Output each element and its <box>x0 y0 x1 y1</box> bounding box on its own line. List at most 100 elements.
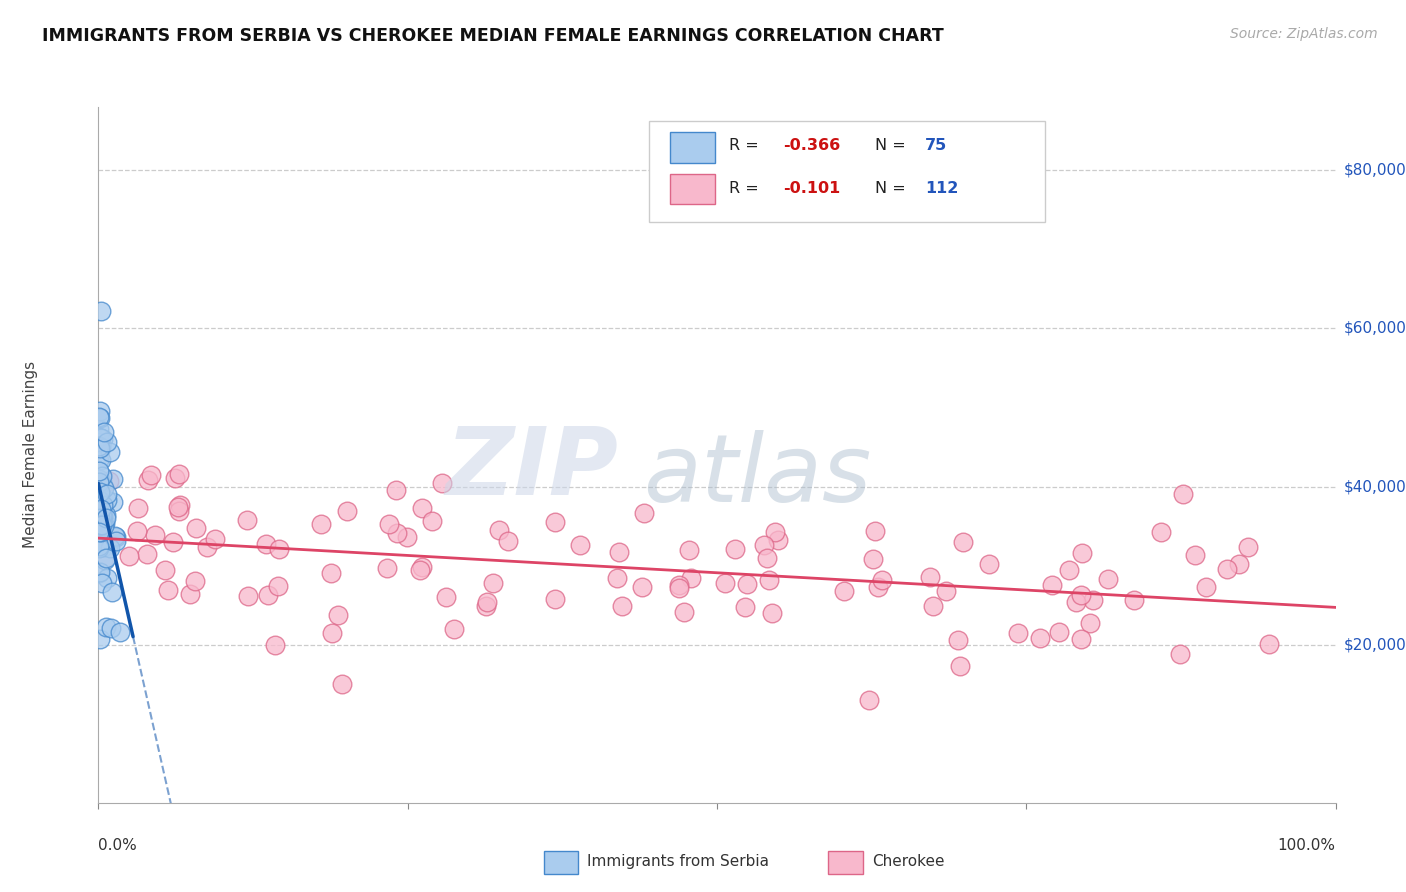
Point <box>89 537 111 551</box>
Point <box>90 502 112 516</box>
Point <box>91 532 114 546</box>
Text: Cherokee: Cherokee <box>872 855 945 870</box>
Point <box>166 500 188 514</box>
Point <box>91 509 114 524</box>
Point <box>1227 557 1250 571</box>
Point <box>186 521 208 535</box>
Point <box>90 513 112 527</box>
Point <box>104 529 127 543</box>
Point <box>93 518 115 533</box>
Point <box>90 439 112 453</box>
Point <box>94 516 117 530</box>
Text: Median Female Earnings: Median Female Earnings <box>22 361 38 549</box>
Text: N =: N = <box>876 137 911 153</box>
Point <box>89 511 111 525</box>
Point <box>89 494 111 508</box>
Point <box>309 516 332 531</box>
Text: 112: 112 <box>925 181 959 196</box>
Point <box>758 573 780 587</box>
Point <box>714 576 737 591</box>
Point <box>87 496 110 510</box>
Point <box>89 565 111 579</box>
Point <box>103 495 125 509</box>
Point <box>91 432 114 446</box>
Point <box>1081 592 1104 607</box>
Point <box>607 544 630 558</box>
Point <box>1184 548 1206 562</box>
Point <box>96 435 118 450</box>
Point <box>411 500 433 515</box>
Text: $20,000: $20,000 <box>1344 637 1406 652</box>
Point <box>375 561 398 575</box>
Point <box>385 483 408 497</box>
Point <box>863 524 886 538</box>
Point <box>89 513 111 527</box>
Point <box>668 581 690 595</box>
Point <box>96 486 118 500</box>
Point <box>267 542 290 557</box>
Point <box>254 536 277 550</box>
Point <box>672 605 695 619</box>
Point <box>139 468 162 483</box>
Point <box>612 599 634 613</box>
Point <box>104 533 127 548</box>
Point <box>734 599 756 614</box>
Text: 75: 75 <box>925 137 948 153</box>
Point <box>104 530 127 544</box>
FancyBboxPatch shape <box>544 851 578 874</box>
Point <box>93 550 115 565</box>
Point <box>89 492 111 507</box>
Point <box>89 539 111 553</box>
Point <box>100 621 122 635</box>
Point <box>94 550 117 565</box>
Point <box>91 475 114 489</box>
Point <box>89 410 111 425</box>
Point <box>184 574 207 588</box>
Point <box>979 558 1001 572</box>
Point <box>90 441 112 455</box>
Text: N =: N = <box>876 181 911 196</box>
Point <box>434 591 457 605</box>
FancyBboxPatch shape <box>671 174 714 204</box>
Point <box>763 525 786 540</box>
Point <box>862 552 884 566</box>
Point <box>96 493 118 508</box>
Point <box>169 498 191 512</box>
Point <box>204 532 226 546</box>
Point <box>1257 636 1279 650</box>
Point <box>946 632 969 647</box>
FancyBboxPatch shape <box>671 132 714 162</box>
Point <box>1047 625 1070 640</box>
Point <box>98 541 121 556</box>
Point <box>162 534 184 549</box>
Point <box>90 430 112 444</box>
Text: $80,000: $80,000 <box>1344 163 1406 178</box>
Point <box>89 632 111 647</box>
Point <box>238 589 260 603</box>
Point <box>94 508 117 522</box>
Point <box>91 519 114 533</box>
Point <box>1071 546 1094 560</box>
Text: 100.0%: 100.0% <box>1278 838 1336 853</box>
Point <box>735 577 758 591</box>
Text: -0.101: -0.101 <box>783 181 839 196</box>
Point <box>935 583 957 598</box>
Point <box>87 453 110 467</box>
Point <box>97 475 120 489</box>
Point <box>127 501 149 516</box>
Text: R =: R = <box>730 137 765 153</box>
Point <box>89 517 111 532</box>
Point <box>264 638 287 652</box>
Point <box>498 533 520 548</box>
Point <box>328 607 350 622</box>
Point <box>321 625 343 640</box>
Point <box>108 625 131 640</box>
Text: Immigrants from Serbia: Immigrants from Serbia <box>588 855 769 870</box>
Point <box>336 504 359 518</box>
Point <box>1078 615 1101 630</box>
Point <box>1040 578 1063 592</box>
Point <box>868 580 890 594</box>
Point <box>91 469 114 483</box>
Point <box>155 563 177 577</box>
Point <box>569 538 592 552</box>
